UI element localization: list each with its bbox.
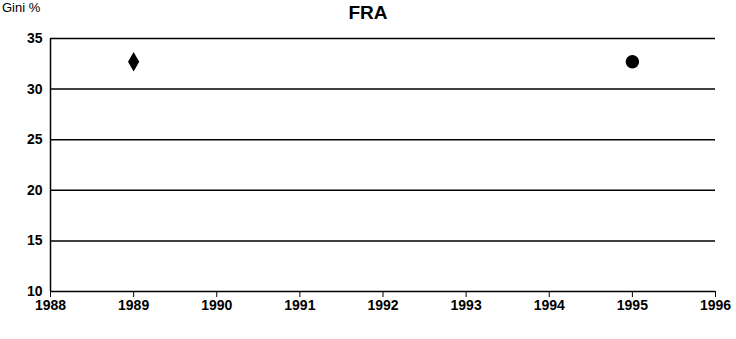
svg-text:1991: 1991 <box>284 297 315 313</box>
svg-text:1994: 1994 <box>534 297 565 313</box>
svg-text:1990: 1990 <box>201 297 232 313</box>
html-text:Gini %: Gini % <box>2 0 41 15</box>
svg-text:30: 30 <box>27 81 43 97</box>
svg-text:15: 15 <box>27 232 43 248</box>
svg-text:20: 20 <box>27 182 43 198</box>
svg-text:1993: 1993 <box>451 297 482 313</box>
svg-text:1996: 1996 <box>700 297 731 313</box>
svg-text:10: 10 <box>26 283 43 299</box>
svg-text:1988: 1988 <box>35 297 66 313</box>
svg-text:1989: 1989 <box>118 297 149 313</box>
html-text:FRA: FRA <box>348 2 388 23</box>
svg-text:35: 35 <box>27 30 43 46</box>
svg-text:25: 25 <box>27 131 43 147</box>
svg-text:1992: 1992 <box>367 297 398 313</box>
svg-text:1995: 1995 <box>617 297 648 313</box>
